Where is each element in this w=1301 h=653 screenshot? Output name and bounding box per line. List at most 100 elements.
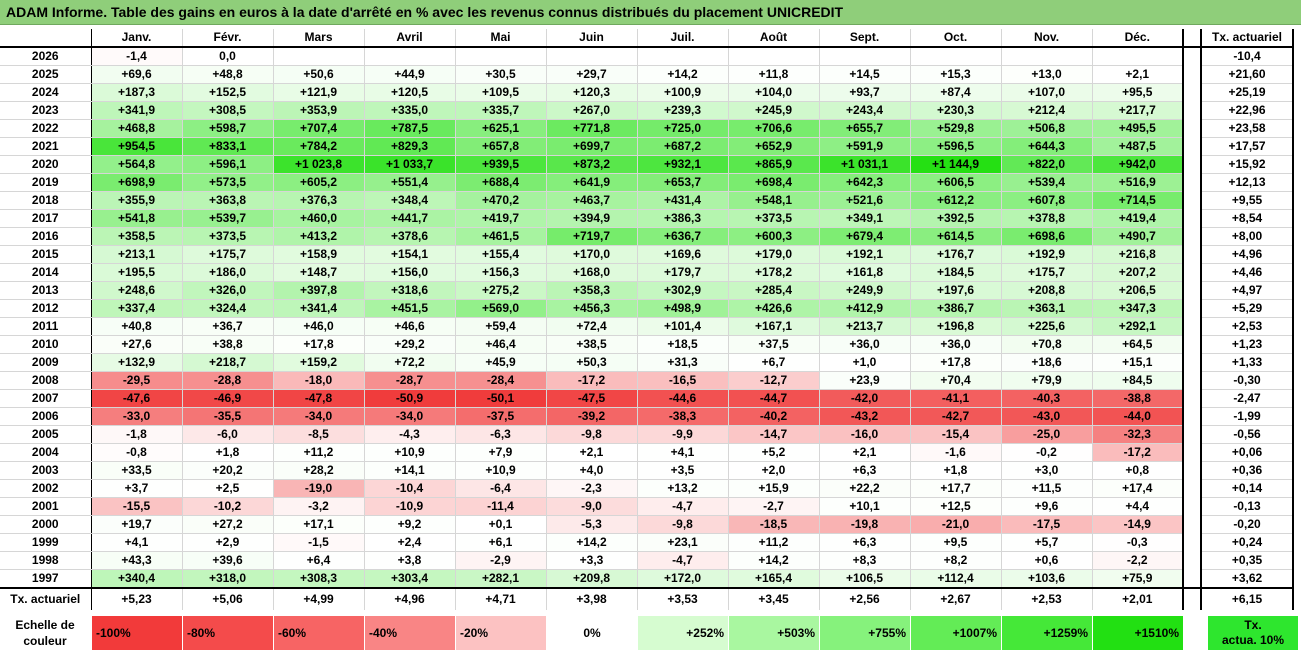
- table-row: 2006 -33,0 -35,5 -34,0 -34,0 -37,5 -39,2 -38,3-…: [0, 407, 1294, 426]
- footer-tx-cell: +2,01: [1092, 587, 1184, 610]
- gain-cell: -43,0: [1001, 407, 1093, 426]
- spacer: [1183, 29, 1201, 48]
- gain-cell: +596,1: [182, 155, 274, 174]
- gain-cell: +187,3: [91, 83, 183, 102]
- gain-cell: +707,4: [273, 119, 365, 138]
- footer-tx-total: +6,15: [1200, 587, 1294, 610]
- gain-cell: +213,7: [819, 317, 911, 336]
- gain-cell: +636,7: [637, 227, 729, 246]
- gain-cell: +186,0: [182, 263, 274, 282]
- gain-cell: +657,8: [455, 137, 547, 156]
- gain-cell: +456,3: [546, 299, 638, 318]
- gain-cell: +873,2: [546, 155, 638, 174]
- gain-cell: +679,4: [819, 227, 911, 246]
- tx-actuariel-cell: +4,46: [1200, 263, 1294, 282]
- gain-cell: +598,7: [182, 119, 274, 138]
- year-label: 2005: [0, 425, 92, 444]
- gain-cell: +596,5: [910, 137, 1002, 156]
- gain-cell: -38,8: [1092, 389, 1184, 408]
- gain-cell: -8,5: [273, 425, 365, 444]
- gain-cell: -6,4: [455, 479, 547, 498]
- gain-cell: -18,0: [273, 371, 365, 390]
- gain-cell: -9,9: [637, 425, 729, 444]
- gain-cell: +2,9: [182, 533, 274, 552]
- gain-cell: +15,9: [728, 479, 820, 498]
- table-row: 2005 -1,8 -6,0 -8,5 -4,3 -6,3 -9,8 -9,9 -14,7 -16…: [0, 425, 1294, 444]
- spacer: [1183, 353, 1201, 372]
- gain-cell: 0,0: [182, 47, 274, 66]
- spacer: [1183, 371, 1201, 390]
- table-row: 1998 +43,3 +39,6 +6,4 +3,8 -2,9 +3,3 -4,7 +14,2 +…: [0, 551, 1294, 570]
- gain-cell: +23,9: [819, 371, 911, 390]
- gain-cell: +13,0: [1001, 65, 1093, 84]
- month-header: Juin: [546, 29, 638, 48]
- gain-cell: -47,8: [273, 389, 365, 408]
- gain-cell: +1 031,1: [819, 155, 911, 174]
- gain-cell: +36,0: [819, 335, 911, 354]
- gain-cell: -5,3: [546, 515, 638, 534]
- table-row: 2024 +187,3 +152,5 +121,9 +120,5 +109,5 +120,3…: [0, 83, 1294, 102]
- color-scale-swatch: -40%: [365, 616, 455, 650]
- spacer: [1183, 497, 1201, 516]
- gain-cell: +33,5: [91, 461, 183, 480]
- gain-cell: +239,3: [637, 101, 729, 120]
- year-label: 2024: [0, 83, 92, 102]
- gain-cell: +829,3: [364, 137, 456, 156]
- gain-cell: +698,9: [91, 173, 183, 192]
- gain-cell: +27,2: [182, 515, 274, 534]
- gain-cell: -35,5: [182, 407, 274, 426]
- gain-cell: +573,5: [182, 173, 274, 192]
- spacer: [1183, 533, 1201, 552]
- table-row: 2009 +132,9 +218,7 +159,2 +72,2 +45,9 +50,3 +31…: [0, 353, 1294, 372]
- gain-cell: -2,9: [455, 551, 547, 570]
- spacer: [1183, 47, 1201, 66]
- tx-actuariel-header: Tx. actuariel: [1200, 29, 1294, 48]
- gain-cell: +605,2: [273, 173, 365, 192]
- spacer: [1183, 443, 1201, 462]
- gain-cell: +43,3: [91, 551, 183, 570]
- gain-cell: +487,5: [1092, 137, 1184, 156]
- gain-cell: +192,9: [1001, 245, 1093, 264]
- gain-cell: +655,7: [819, 119, 911, 138]
- gain-cell: -1,5: [273, 533, 365, 552]
- gain-cell: +4,0: [546, 461, 638, 480]
- gain-cell: -25,0: [1001, 425, 1093, 444]
- gain-cell: +28,2: [273, 461, 365, 480]
- gain-cell: +29,7: [546, 65, 638, 84]
- gain-cell: -32,3: [1092, 425, 1184, 444]
- gain-cell: -1,8: [91, 425, 183, 444]
- title-bar: ADAM Informe. Table des gains en euros à…: [0, 0, 1301, 25]
- table-row: 2003 +33,5 +20,2 +28,2 +14,1 +10,9 +4,0 +3,5 +2,…: [0, 461, 1294, 480]
- gain-cell: +168,0: [546, 263, 638, 282]
- gain-cell: +551,4: [364, 173, 456, 192]
- gain-cell: +373,5: [182, 227, 274, 246]
- table-row: 2020 +564,8 +596,1 +1 023,8 +1 033,7 +939,5 +8…: [0, 155, 1294, 174]
- tx-actuariel-cell: +25,19: [1200, 83, 1294, 102]
- gain-cell: +148,7: [273, 263, 365, 282]
- gain-cell: +644,3: [1001, 137, 1093, 156]
- gain-cell: +318,6: [364, 281, 456, 300]
- gain-cell: +196,8: [910, 317, 1002, 336]
- color-scale-label-line1: Echelle de: [15, 618, 75, 632]
- gain-cell: -41,1: [910, 389, 1002, 408]
- gain-cell: -29,5: [91, 371, 183, 390]
- gain-cell: +184,5: [910, 263, 1002, 282]
- tx-actuariel-cell: +12,13: [1200, 173, 1294, 192]
- gain-cell: +17,1: [273, 515, 365, 534]
- year-label: 2001: [0, 497, 92, 516]
- gain-cell: +10,9: [364, 443, 456, 462]
- gain-cell: [819, 47, 911, 66]
- gain-cell: +318,0: [182, 569, 274, 589]
- gain-cell: +302,9: [637, 281, 729, 300]
- gain-cell: +607,8: [1001, 191, 1093, 210]
- year-label: 2007: [0, 389, 92, 408]
- gain-cell: -46,9: [182, 389, 274, 408]
- gain-cell: +335,7: [455, 101, 547, 120]
- tx-actuariel-cell: +0,14: [1200, 479, 1294, 498]
- table-row: 2023 +341,9 +308,5 +353,9 +335,0 +335,7 +267,0…: [0, 101, 1294, 120]
- gain-cell: +688,4: [455, 173, 547, 192]
- gain-cell: -39,2: [546, 407, 638, 426]
- color-scale-swatch: +1007%: [911, 616, 1001, 650]
- year-label: 2026: [0, 47, 92, 66]
- spacer: [1183, 191, 1201, 210]
